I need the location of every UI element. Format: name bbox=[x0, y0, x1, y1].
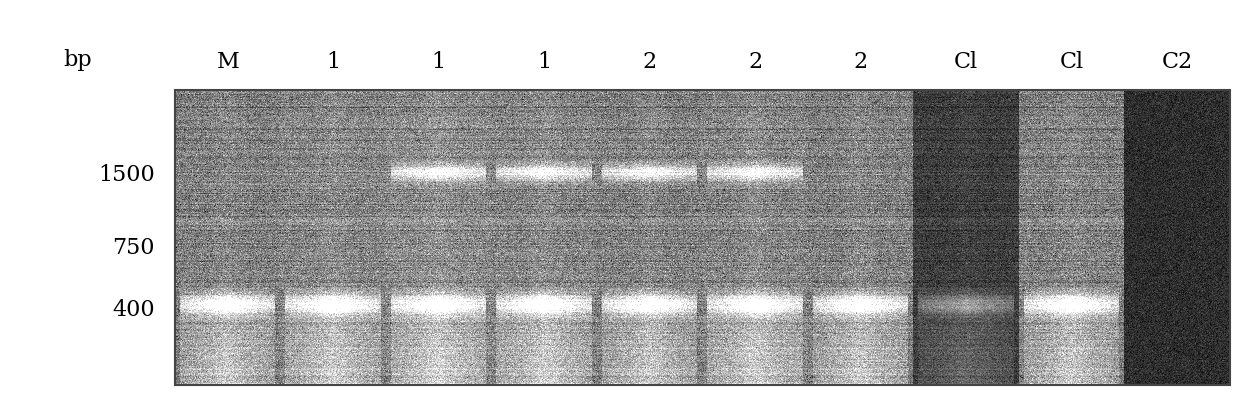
Text: 1500: 1500 bbox=[98, 164, 155, 186]
Bar bbox=[175, 90, 1230, 385]
Text: 400: 400 bbox=[113, 299, 155, 321]
Text: 2: 2 bbox=[853, 51, 868, 73]
Text: 750: 750 bbox=[113, 237, 155, 259]
Text: 1: 1 bbox=[537, 51, 552, 73]
Text: 2: 2 bbox=[748, 51, 763, 73]
Text: 1: 1 bbox=[326, 51, 340, 73]
Text: 1: 1 bbox=[432, 51, 446, 73]
Text: M: M bbox=[216, 51, 239, 73]
Text: Cl: Cl bbox=[1060, 51, 1084, 73]
Text: C2: C2 bbox=[1162, 51, 1193, 73]
Text: bp: bp bbox=[63, 49, 92, 71]
Text: 2: 2 bbox=[642, 51, 657, 73]
Text: Cl: Cl bbox=[955, 51, 978, 73]
